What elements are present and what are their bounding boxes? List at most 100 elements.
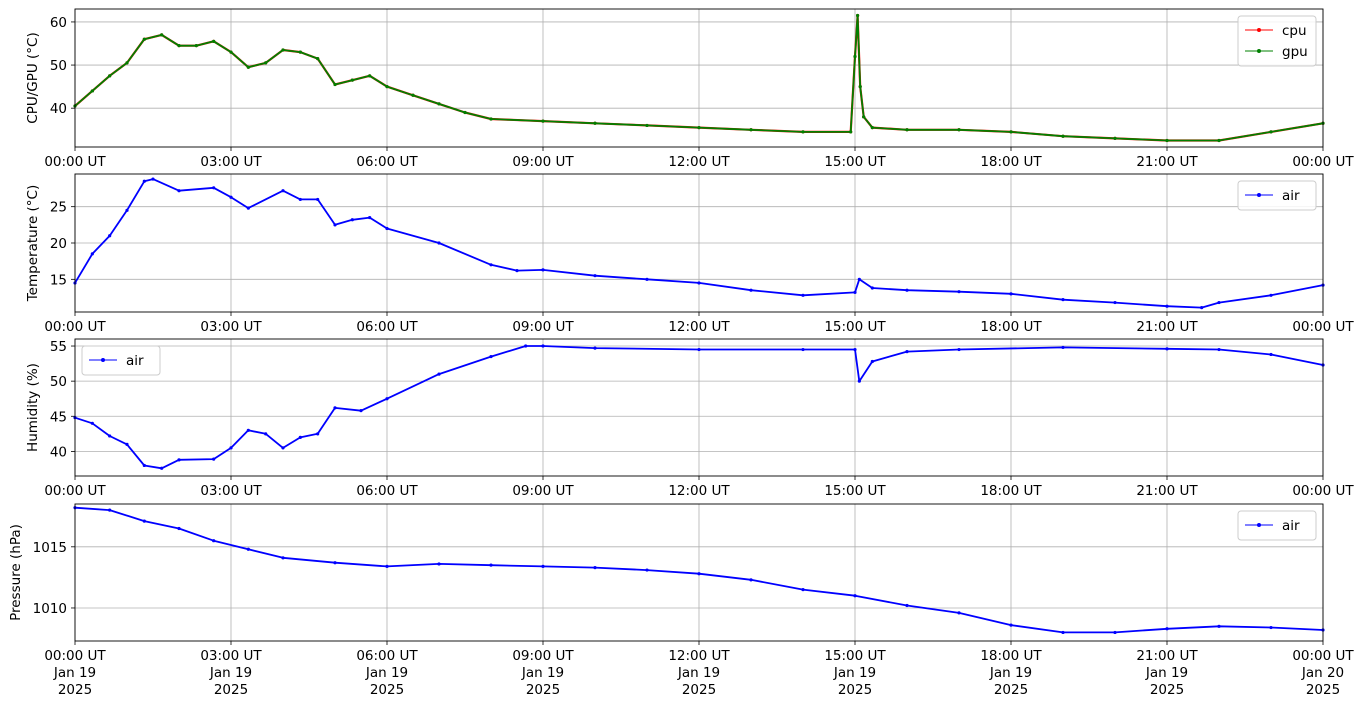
data-point <box>437 102 441 106</box>
legend: air <box>1237 180 1317 211</box>
data-point <box>281 189 285 193</box>
data-point <box>212 457 216 461</box>
data-point <box>1217 138 1221 143</box>
y-axis-label: Pressure (hPa) <box>8 524 24 621</box>
data-point <box>853 594 857 598</box>
data-point <box>125 208 129 212</box>
panel-2: 00:00 UT 03:00 UT 06:00 UT 09:00 UT 12:00 UT… <box>25 173 1354 335</box>
data-point <box>90 421 94 425</box>
x-tick-label: 21:00 UT <box>1136 154 1198 170</box>
data-point <box>1217 624 1221 628</box>
y-tick-label: 45 <box>50 409 67 425</box>
legend-marker <box>1257 193 1261 197</box>
data-point <box>1009 623 1013 627</box>
data-point <box>385 226 389 231</box>
x-tick-label: 03:00 UT <box>200 483 262 499</box>
x-tick-label: 00:00 UT <box>44 483 106 499</box>
x-tick-label: 15:00 UT Jan 19 2025 <box>824 648 886 698</box>
x-tick-label: 00:00 UT <box>44 154 106 170</box>
data-point <box>1009 130 1013 134</box>
data-point <box>853 347 857 352</box>
data-point <box>160 466 164 470</box>
data-point <box>905 350 909 354</box>
data-point <box>1165 304 1169 308</box>
data-point <box>437 562 441 566</box>
data-point <box>333 406 337 410</box>
data-point <box>541 119 545 123</box>
data-point <box>385 397 389 401</box>
data-point <box>281 48 285 52</box>
data-point <box>108 234 112 238</box>
data-point <box>1009 292 1013 296</box>
data-point <box>1165 627 1169 631</box>
data-point <box>489 563 493 567</box>
data-point <box>1269 625 1273 630</box>
data-point <box>749 128 753 132</box>
legend: air <box>1237 510 1317 541</box>
data-point <box>1165 347 1169 351</box>
legend-label: air <box>126 353 144 369</box>
x-tick-label: 06:00 UT <box>356 154 418 170</box>
data-point <box>1113 136 1117 140</box>
data-point <box>142 463 146 468</box>
data-point <box>90 89 94 93</box>
y-tick-label: 25 <box>50 200 67 216</box>
axes-frame <box>74 173 1324 313</box>
data-point <box>1061 345 1065 350</box>
x-tick-label: 09:00 UT <box>512 483 574 499</box>
x-tick-label: 00:00 UT <box>1292 154 1354 170</box>
x-tick-label: 00:00 UT <box>1292 319 1354 335</box>
data-point <box>264 61 268 65</box>
data-point <box>177 458 181 462</box>
y-tick-label: 20 <box>50 236 67 252</box>
data-point <box>541 344 545 348</box>
data-point <box>1269 352 1273 357</box>
x-tick-label: 15:00 UT <box>824 483 886 499</box>
data-point <box>151 177 155 181</box>
x-tick-label: 15:00 UT <box>824 319 886 335</box>
data-point <box>862 115 866 119</box>
legend-box <box>81 345 161 376</box>
data-point <box>905 288 909 292</box>
data-point <box>212 186 216 190</box>
data-point <box>1113 300 1117 305</box>
data-point <box>90 252 94 256</box>
data-point <box>316 432 320 436</box>
data-point <box>264 432 268 436</box>
legend-marker <box>101 358 105 362</box>
legend-box <box>1237 15 1317 67</box>
data-point <box>801 588 805 592</box>
data-point <box>385 564 389 568</box>
series-points-air <box>73 177 1325 310</box>
legend-marker <box>1257 523 1261 527</box>
data-point <box>437 372 441 376</box>
data-point <box>1269 130 1273 134</box>
data-point <box>1061 134 1065 138</box>
x-tick-label: 12:00 UT <box>668 154 730 170</box>
y-axis-label: Temperature (°C) <box>25 185 41 303</box>
y-tick-label: 60 <box>50 15 67 31</box>
x-tick-label: 15:00 UT <box>824 154 886 170</box>
data-point <box>849 130 853 134</box>
axes-frame <box>74 8 1324 148</box>
data-point <box>697 281 701 285</box>
y-axis-label: Humidity (%) <box>25 363 41 452</box>
x-tick-label: 12:00 UT <box>668 483 730 499</box>
data-point <box>463 110 467 115</box>
data-point <box>1061 630 1065 635</box>
y-tick-label: 50 <box>50 58 67 74</box>
data-point <box>593 566 597 570</box>
data-point <box>177 44 181 48</box>
data-point <box>801 130 805 134</box>
data-point <box>125 442 129 446</box>
data-point <box>957 128 961 132</box>
y-tick-label: 1015 <box>33 540 67 556</box>
legend-marker <box>1257 49 1261 53</box>
data-point <box>801 293 805 297</box>
data-point <box>857 379 861 383</box>
data-point <box>125 61 129 65</box>
data-point <box>229 446 233 450</box>
x-tick-label: 00:00 UT Jan 20 2025 <box>1292 648 1354 698</box>
data-point <box>333 82 337 87</box>
